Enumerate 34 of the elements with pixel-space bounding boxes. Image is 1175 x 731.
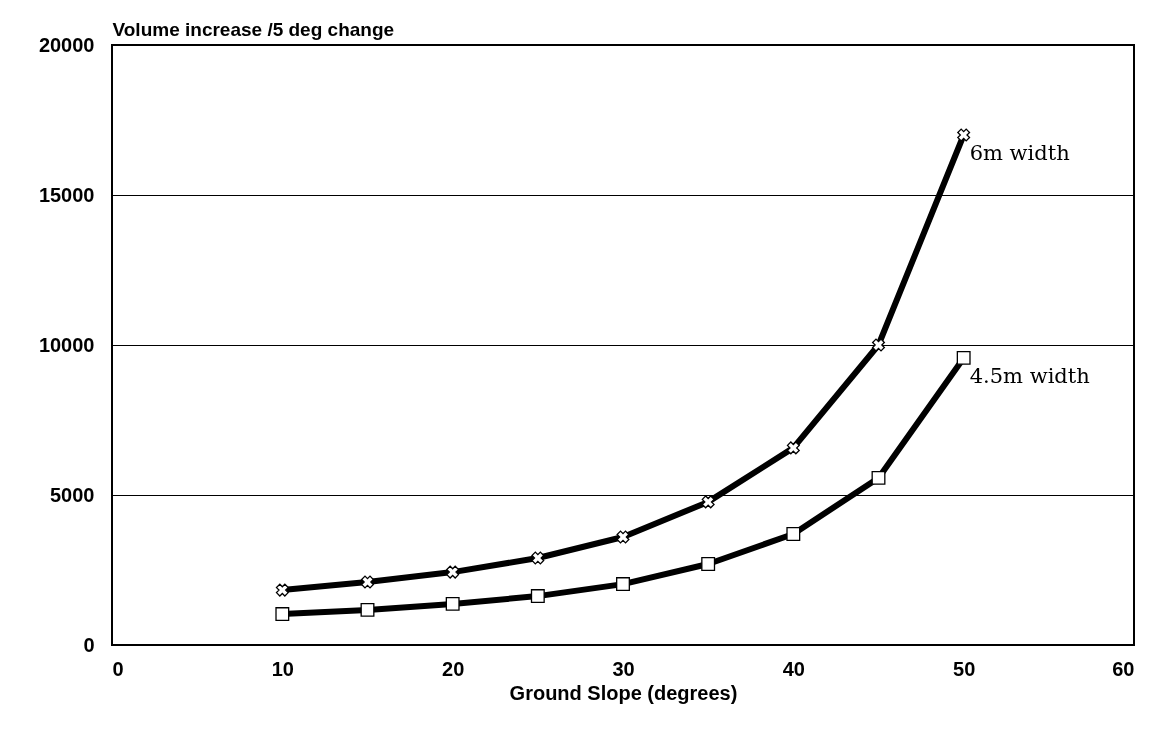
x-tick-label: 0 — [112, 657, 124, 680]
point — [957, 128, 971, 142]
point — [360, 602, 375, 617]
point — [701, 557, 716, 571]
point — [786, 441, 800, 455]
x-tick-label: 10 — [271, 657, 294, 680]
y-axis-title: Volume increase /5 deg change — [112, 18, 395, 40]
x-tick-label: 40 — [782, 657, 805, 680]
x-axis-title: Ground Slope (degrees) — [509, 681, 738, 704]
y-tick-label: 10000 — [38, 333, 95, 356]
point — [956, 350, 971, 365]
series-label: 4.5m width — [969, 363, 1090, 388]
point — [871, 338, 886, 352]
point — [616, 577, 630, 592]
y-tick-label: 15000 — [38, 183, 95, 206]
point — [786, 527, 801, 541]
point — [275, 607, 290, 622]
y-tick-label: 5000 — [50, 483, 95, 506]
point — [445, 596, 460, 611]
point — [531, 551, 545, 565]
x-tick-label: 30 — [612, 657, 635, 680]
x-tick-label: 50 — [953, 657, 976, 680]
series-label: 6m width — [969, 141, 1070, 165]
point — [446, 565, 460, 579]
x-tick-label: 20 — [442, 657, 465, 680]
y-tick-label: 0 — [83, 633, 95, 656]
point — [275, 583, 289, 597]
point — [360, 575, 375, 589]
y-tick-label: 20000 — [38, 33, 95, 56]
point — [616, 530, 630, 544]
point — [871, 470, 886, 485]
point — [701, 495, 715, 509]
point — [530, 589, 545, 604]
x-tick-label: 60 — [1112, 657, 1135, 680]
